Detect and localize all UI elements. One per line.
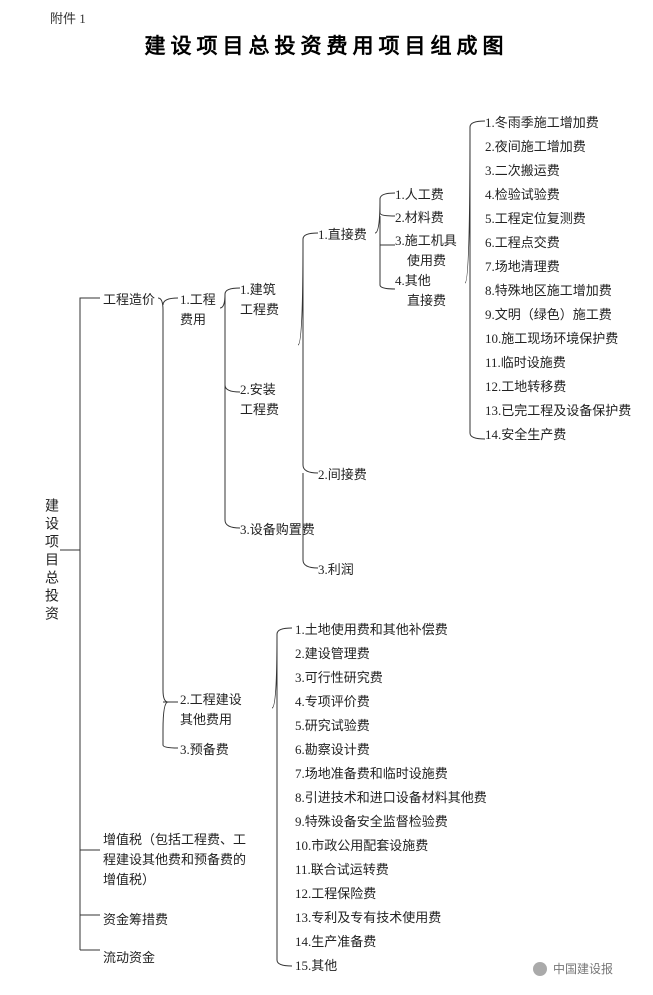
l6-5: 6.工程点交费 <box>485 233 560 253</box>
l1-liquid: 流动资金 <box>103 948 155 968</box>
l1-vat-2: 程建设其他费和预备费的 <box>103 850 246 870</box>
l6-3: 4.检验试验费 <box>485 185 560 205</box>
other-9: 10.市政公用配套设施费 <box>295 836 428 856</box>
other-10: 11.联合试运转费 <box>295 860 389 880</box>
l3-build-2: 工程费 <box>240 300 279 320</box>
other-2: 3.可行性研究费 <box>295 668 383 688</box>
brace-l3ab <box>298 225 318 570</box>
l2-eng-fee-2: 费用 <box>180 310 206 330</box>
other-13: 14.生产准备费 <box>295 932 376 952</box>
l2-eng-fee-1: 1.工程 <box>180 290 216 310</box>
l2-reserve: 3.预备费 <box>180 740 229 760</box>
l2-other-1: 2.工程建设 <box>180 690 242 710</box>
l6-9: 10.施工现场环境保护费 <box>485 329 618 349</box>
l3-install-1: 2.安装 <box>240 380 276 400</box>
l5-labor: 1.人工费 <box>395 185 444 205</box>
other-0: 1.土地使用费和其他补偿费 <box>295 620 448 640</box>
l5-machine-1: 3.施工机具 <box>395 231 457 251</box>
l6-6: 7.场地清理费 <box>485 257 560 277</box>
brace-l5d <box>465 113 485 443</box>
l5-other-2: 直接费 <box>407 291 446 311</box>
brace-root <box>60 290 100 960</box>
l6-7: 8.特殊地区施工增加费 <box>485 281 612 301</box>
root-node: 建设项目总投资 <box>40 498 61 624</box>
brace-l4a <box>375 185 395 305</box>
other-5: 6.勘察设计费 <box>295 740 370 760</box>
watermark: 中国建设报 <box>533 960 613 977</box>
other-14: 15.其他 <box>295 956 337 976</box>
l1-finance: 资金筹措费 <box>103 910 168 930</box>
other-7: 8.引进技术和进口设备材料其他费 <box>295 788 487 808</box>
l6-10: 11.临时设施费 <box>485 353 566 373</box>
other-4: 5.研究试验费 <box>295 716 370 736</box>
l6-8: 9.文明（绿色）施工费 <box>485 305 612 325</box>
other-12: 13.专利及专有技术使用费 <box>295 908 441 928</box>
l6-0: 1.冬雨季施工增加费 <box>485 113 599 133</box>
l3-build-1: 1.建筑 <box>240 280 276 300</box>
l5-machine-2: 使用费 <box>407 251 446 271</box>
l1-vat-1: 增值税（包括工程费、工 <box>103 830 246 850</box>
l6-13: 14.安全生产费 <box>485 425 566 445</box>
brace-l2b <box>272 620 292 970</box>
other-11: 12.工程保险费 <box>295 884 376 904</box>
l6-2: 3.二次搬运费 <box>485 161 560 181</box>
l6-4: 5.工程定位复测费 <box>485 209 586 229</box>
l6-11: 12.工地转移费 <box>485 377 566 397</box>
watermark-icon <box>533 962 547 976</box>
other-1: 2.建设管理费 <box>295 644 370 664</box>
l4-indirect: 2.间接费 <box>318 465 367 485</box>
diagram-title: 建设项目总投资费用项目组成图 <box>0 30 653 60</box>
l6-12: 13.已完工程及设备保护费 <box>485 401 631 421</box>
brace-l2a <box>220 280 240 530</box>
l4-direct: 1.直接费 <box>318 225 367 245</box>
l1-engineering-cost: 工程造价 <box>103 290 155 310</box>
l2-other-2: 其他费用 <box>180 710 232 730</box>
brace-l1a <box>158 290 178 750</box>
l3-install-2: 工程费 <box>240 400 279 420</box>
attachment-label: 附件 1 <box>50 8 86 27</box>
l6-1: 2.夜间施工增加费 <box>485 137 586 157</box>
watermark-text: 中国建设报 <box>553 960 613 977</box>
other-8: 9.特殊设备安全监督检验费 <box>295 812 448 832</box>
l1-vat-3: 增值税） <box>103 870 155 890</box>
other-6: 7.场地准备费和临时设施费 <box>295 764 448 784</box>
other-3: 4.专项评价费 <box>295 692 370 712</box>
l5-other-1: 4.其他 <box>395 271 431 291</box>
l5-material: 2.材料费 <box>395 208 444 228</box>
l4-profit: 3.利润 <box>318 560 354 580</box>
